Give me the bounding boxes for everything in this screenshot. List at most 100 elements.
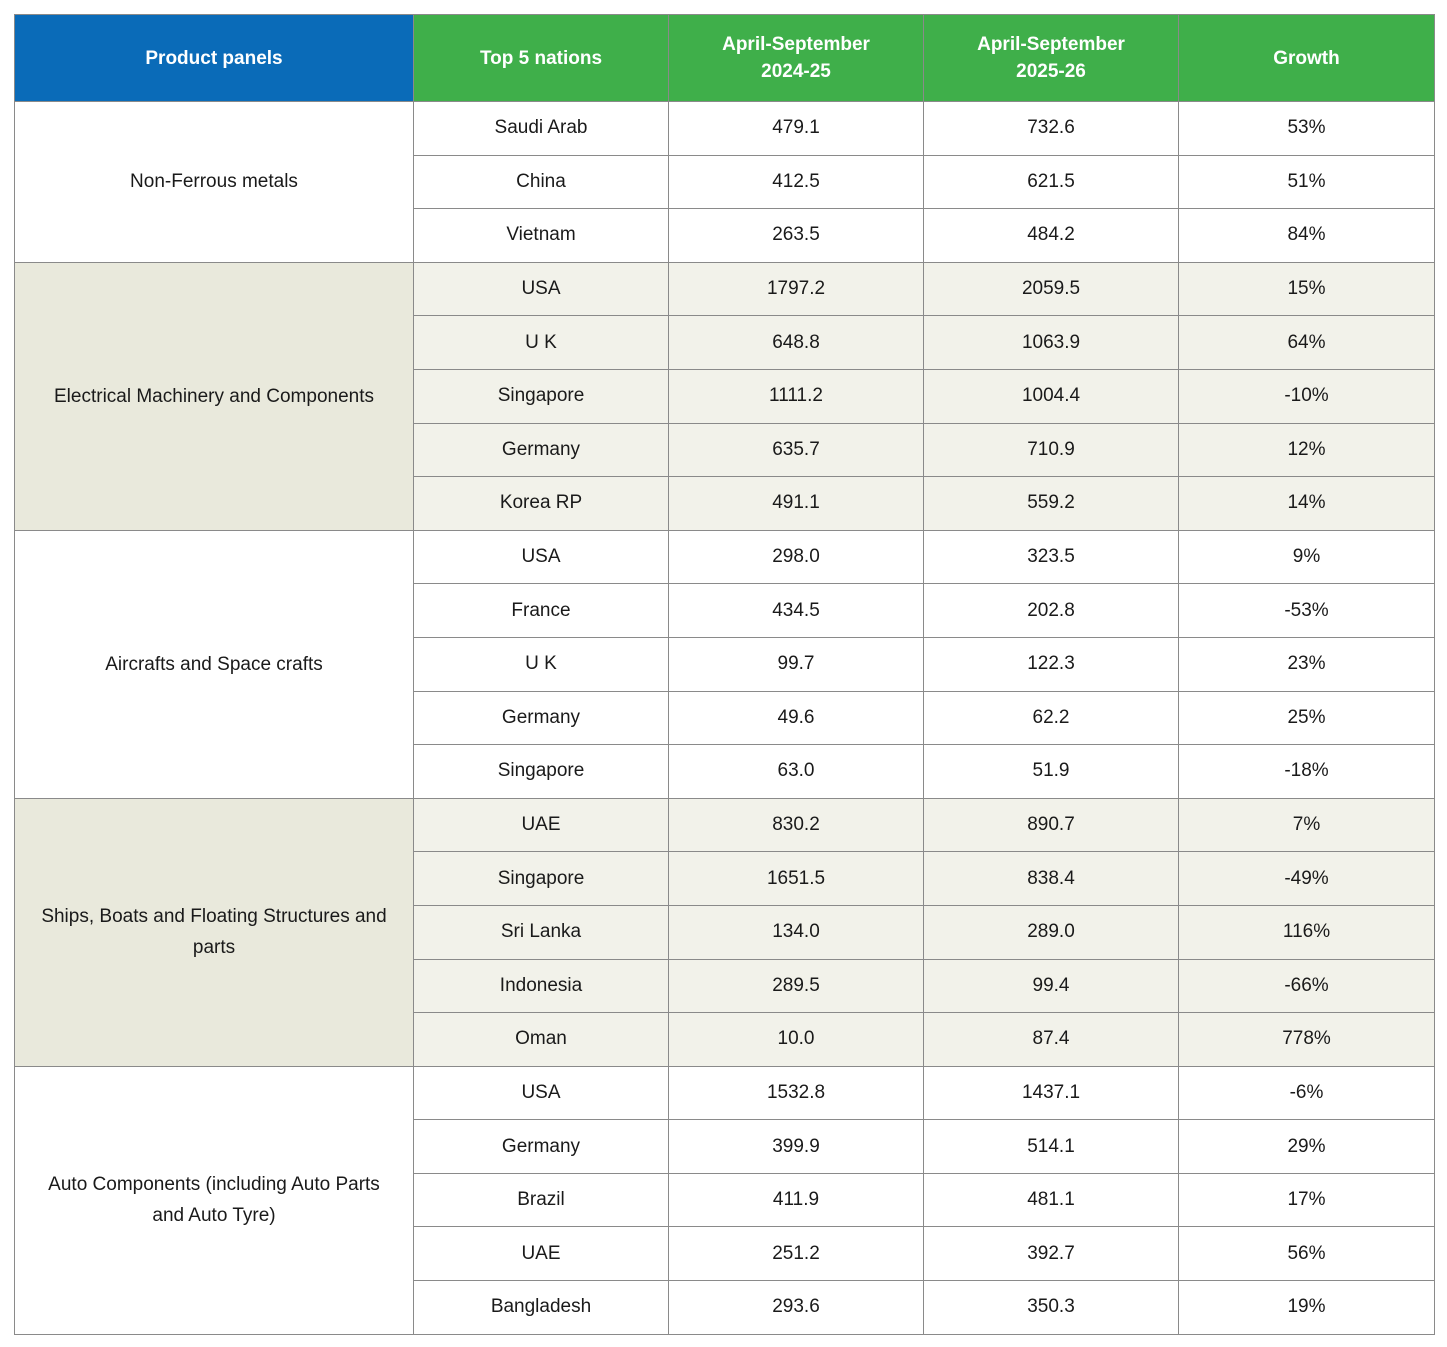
header-cell: April-September 2024-25 [668,14,924,102]
header-cell: Top 5 nations [413,14,669,102]
value-cell: 23% [1178,636,1435,692]
header-cell: Growth [1178,14,1435,102]
table-row: Bangladesh 293.6 350.3 19% [15,1280,1435,1335]
table-row: Sri Lanka 134.0 289.0 116% [15,904,1435,960]
country-cell: U K [413,636,669,692]
panel-cell: Non-Ferrous metals [14,101,414,263]
header-text: Top 5 nations [479,47,603,69]
table-row: Non-Ferrous metals Saudi Arab 479.1 732.6 53… [14,101,1435,263]
table-body: Non-Ferrous metals Saudi Arab 479.1 732.6 53… [14,101,1435,1335]
header-text: Product panels [145,47,283,69]
country-cell: Vietnam [413,208,669,263]
value-cell: 1004.4 [923,368,1179,424]
value-cell: 1111.2 [668,368,924,424]
header-text: April-September 2025-26 [977,34,1125,82]
value-cell: 15% [1178,261,1435,317]
country-cell: UAE [413,1226,669,1282]
country-cell: Germany [413,1119,669,1174]
value-cell: 484.2 [923,208,1179,263]
value-cell: 10.0 [668,1012,924,1067]
table-row: China 412.5 621.5 51% [15,154,1435,210]
value-cell: 87.4 [923,1012,1179,1067]
panel-cell: Electrical Machinery and Components [14,261,414,531]
country-cell: Singapore [413,851,669,906]
value-cell: 84% [1178,208,1435,263]
value-cell: 298.0 [668,529,924,585]
value-cell: 202.8 [923,583,1179,638]
value-cell: 1532.8 [668,1065,924,1121]
value-cell: 289.0 [923,904,1179,960]
value-cell: 732.6 [923,101,1179,156]
table-row: Singapore 63.0 51.9 -18% [15,744,1435,799]
value-cell: 479.1 [668,101,924,156]
country-cell: USA [413,261,669,317]
value-cell: 635.7 [668,422,924,478]
value-cell: 122.3 [923,636,1179,692]
value-cell: 350.3 [923,1280,1179,1335]
value-cell: -66% [1178,958,1435,1014]
table-row: Electrical Machinery and Components USA 17… [14,261,1435,531]
value-cell: 1063.9 [923,315,1179,370]
country-cell: Singapore [413,744,669,799]
value-cell: 293.6 [668,1280,924,1335]
table-row: Germany 49.6 62.2 25% [15,690,1435,746]
header-row: Product panels Top 5 nations April-Septemb… [14,14,1435,102]
country-cell: USA [413,529,669,585]
value-cell: 25% [1178,690,1435,746]
value-cell: 17% [1178,1172,1435,1228]
value-cell: -53% [1178,583,1435,638]
value-cell: 53% [1178,101,1435,156]
value-cell: 7% [1178,797,1435,853]
country-cell: France [413,583,669,638]
value-cell: 56% [1178,1226,1435,1282]
country-cell: China [413,154,669,210]
table-row: UAE 251.2 392.7 56% [15,1226,1435,1282]
value-cell: 51% [1178,154,1435,210]
value-cell: 116% [1178,904,1435,960]
value-cell: 1437.1 [923,1065,1179,1121]
value-cell: 263.5 [668,208,924,263]
table-row: Oman 10.0 87.4 778% [15,1012,1435,1067]
table-row: Germany 399.9 514.1 29% [15,1119,1435,1174]
panel-cell: Aircrafts and Space crafts [14,529,414,799]
value-cell: 491.1 [668,476,924,531]
table-row: Aircrafts and Space crafts USA 298.0 323.5 9… [14,529,1435,799]
country-cell: Oman [413,1012,669,1067]
country-cell: Sri Lanka [413,904,669,960]
country-cell: Germany [413,690,669,746]
value-cell: -10% [1178,368,1435,424]
value-cell: 392.7 [923,1226,1179,1282]
country-cell: Indonesia [413,958,669,1014]
value-cell: -6% [1178,1065,1435,1121]
country-cell: U K [413,315,669,370]
value-cell: 1797.2 [668,261,924,317]
value-cell: 648.8 [668,315,924,370]
value-cell: 63.0 [668,744,924,799]
value-cell: 621.5 [923,154,1179,210]
header-text: April-September 2024-25 [722,34,870,82]
panel-cell: Ships, Boats and Floating Structures and… [14,797,414,1067]
value-cell: -18% [1178,744,1435,799]
value-cell: 19% [1178,1280,1435,1335]
header-cell: April-September 2025-26 [923,14,1179,102]
value-cell: 890.7 [923,797,1179,853]
value-cell: 559.2 [923,476,1179,531]
value-cell: 99.4 [923,958,1179,1014]
value-cell: 411.9 [668,1172,924,1228]
value-cell: 64% [1178,315,1435,370]
value-cell: 99.7 [668,636,924,692]
value-cell: 514.1 [923,1119,1179,1174]
table-row: Auto Components (including Auto Parts an… [14,1065,1435,1335]
country-cell: UAE [413,797,669,853]
value-cell: 412.5 [668,154,924,210]
country-cell: Korea RP [413,476,669,531]
value-cell: 49.6 [668,690,924,746]
value-cell: 481.1 [923,1172,1179,1228]
value-cell: 29% [1178,1119,1435,1174]
value-cell: 778% [1178,1012,1435,1067]
header-text: Growth [1273,47,1340,69]
country-cell: Germany [413,422,669,478]
value-cell: 9% [1178,529,1435,585]
value-cell: 51.9 [923,744,1179,799]
